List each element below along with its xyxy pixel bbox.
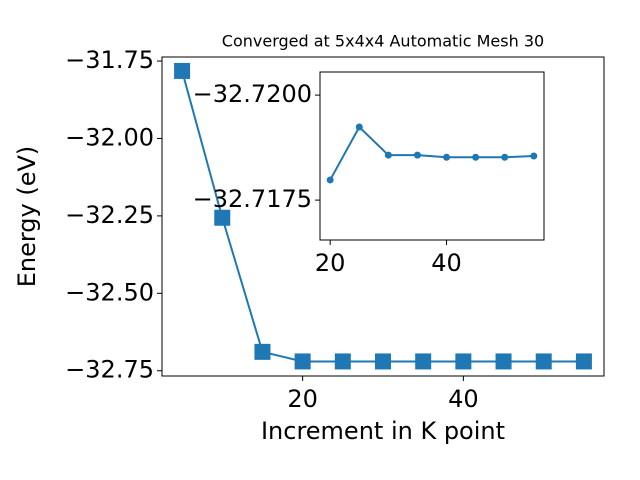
marker — [334, 353, 351, 370]
data-line — [329, 125, 534, 181]
marker — [174, 62, 191, 79]
marker — [455, 353, 472, 370]
chart-title: Converged at 5x4x4 Automatic Mesh 30 — [222, 32, 544, 51]
marker — [294, 353, 311, 370]
marker — [495, 353, 512, 370]
marker — [472, 153, 480, 161]
marker — [375, 353, 391, 370]
marker — [535, 353, 552, 370]
x-tick-label: 20 — [315, 249, 346, 277]
x-tick-label: 40 — [431, 249, 462, 277]
y-tick-label: −32.25 — [65, 201, 154, 229]
marker — [355, 123, 363, 131]
marker — [443, 153, 451, 161]
marker — [254, 343, 271, 360]
marker — [214, 209, 231, 226]
y-tick-label: −32.75 — [65, 356, 154, 384]
marker — [413, 151, 421, 159]
y-tick-label: −32.00 — [65, 123, 154, 151]
marker — [501, 153, 509, 161]
y-tick-label: −31.75 — [65, 46, 154, 74]
marker — [384, 151, 392, 159]
x-tick-label: 20 — [287, 385, 318, 413]
marker — [415, 353, 432, 370]
y-axis-label: Energy (eV) — [13, 146, 41, 288]
y-tick-label: −32.7200 — [193, 80, 312, 108]
y-tick-label: −32.50 — [65, 278, 154, 306]
x-tick-label: 40 — [448, 385, 479, 413]
marker — [326, 176, 334, 184]
marker — [530, 152, 538, 160]
marker — [575, 353, 592, 370]
x-axis-label: Increment in K point — [261, 417, 505, 445]
y-tick-label: −32.7175 — [193, 185, 312, 213]
